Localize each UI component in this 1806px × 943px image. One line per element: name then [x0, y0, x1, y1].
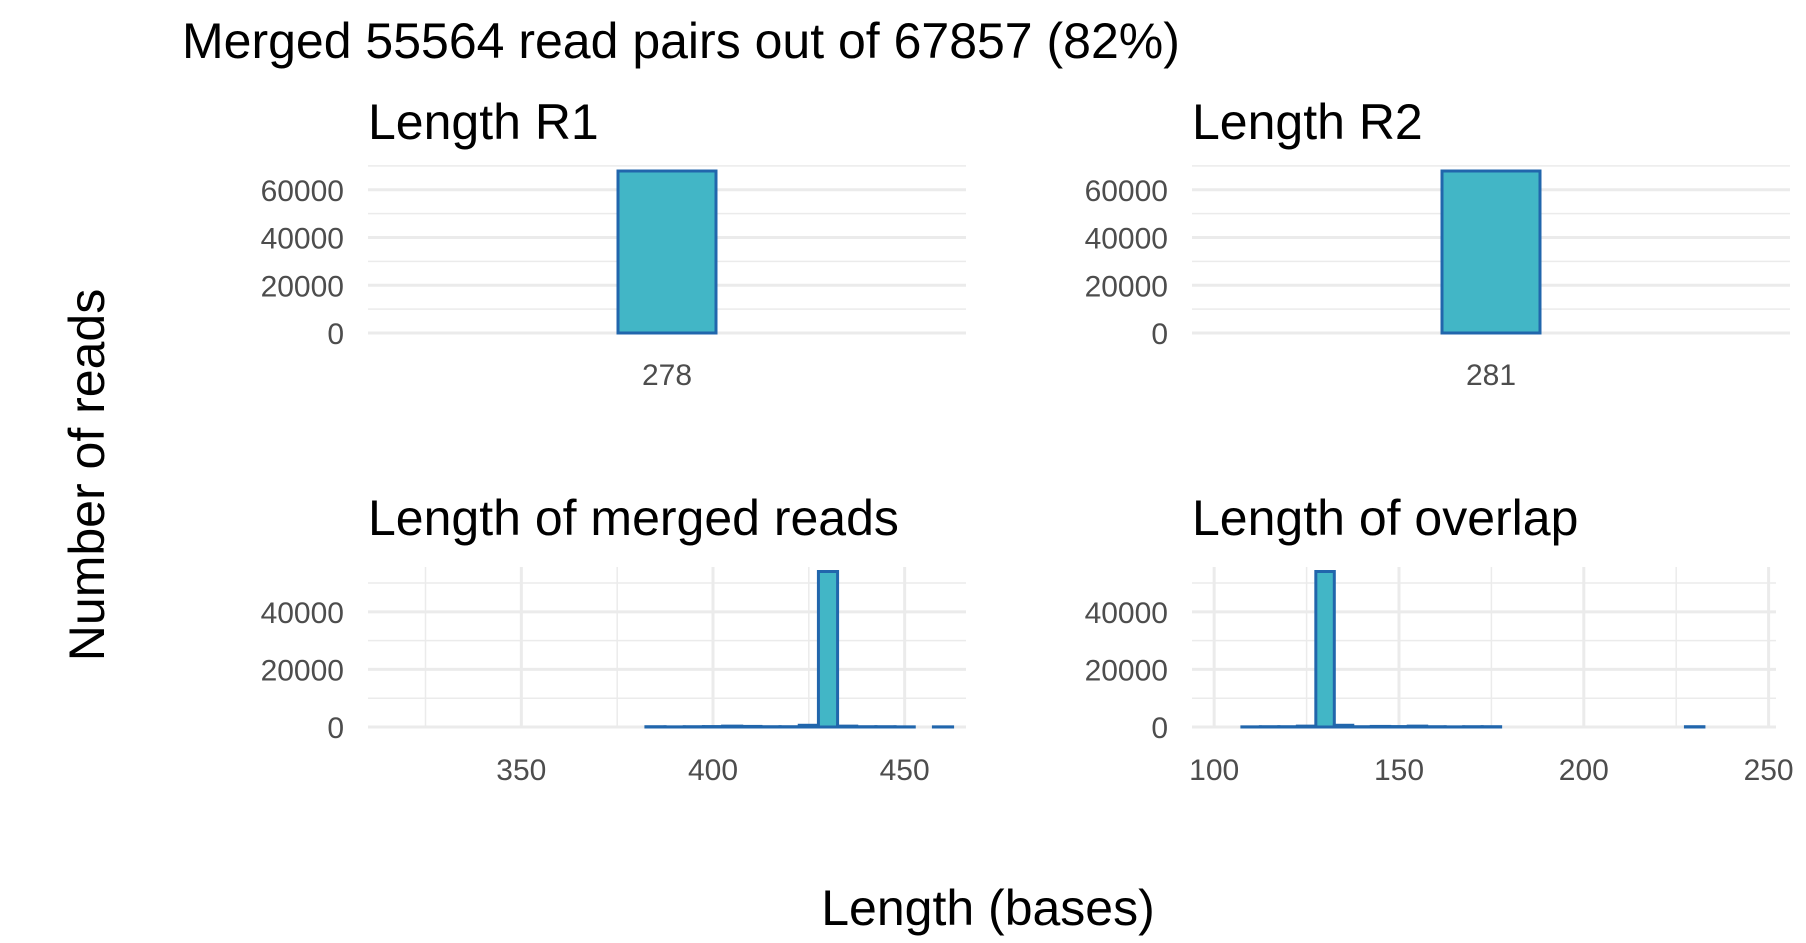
r1-bar-278: [616, 169, 718, 335]
overlap-x-tick-label: 150: [1374, 754, 1424, 787]
panel-merged-reads: Length of merged reads 0 20000 40000 350 400…: [261, 490, 966, 787]
panel-overlap-plot: 0 20000 40000 100 150 200 250: [1085, 567, 1794, 787]
overlap-y-tick-label: 40000: [1085, 597, 1168, 630]
r2-x-tick-label: 281: [1466, 359, 1516, 392]
panel-overlap: Length of overlap 0 20000 40000 100 150 200 25…: [1085, 490, 1794, 787]
overlap-x-tick-label: 250: [1744, 754, 1794, 787]
r1-y-tick-label: 20000: [261, 270, 344, 303]
r1-y-tick-label: 40000: [261, 223, 344, 256]
panel-merged-reads-plot: 0 20000 40000 350 400 450: [261, 567, 966, 787]
panel-length-r1: Length R1 0 20000 40000 60000 278: [261, 94, 966, 392]
overlap-histogram-bar: [1406, 724, 1429, 729]
overlap-y-tick-label: 0: [1151, 712, 1168, 745]
r2-y-tick-label: 20000: [1085, 270, 1168, 303]
merged-histogram-bar: [721, 724, 744, 729]
figure-title: Merged 55564 read pairs out of 67857 (82…: [182, 13, 1180, 69]
merged-histogram-bar: [816, 570, 840, 729]
overlap-histogram-bar: [1314, 570, 1336, 729]
merged-histogram-bar: [740, 724, 763, 729]
panel-length-r2-plot: 0 20000 40000 60000 281: [1085, 165, 1790, 392]
overlap-x-tick-label: 200: [1559, 754, 1609, 787]
overlap-histogram-bar: [1332, 723, 1355, 729]
overlap-histogram-bar: [1295, 724, 1318, 729]
merged-x-tick-label: 350: [496, 754, 546, 787]
panel-title-merged-reads: Length of merged reads: [368, 490, 899, 546]
y-axis-label: Number of reads: [59, 289, 115, 661]
r2-y-tick-label: 0: [1151, 318, 1168, 351]
merged-histogram-bar: [836, 724, 859, 729]
panel-title-length-r1: Length R1: [368, 94, 599, 150]
overlap-y-tick-label: 20000: [1085, 654, 1168, 687]
panel-title-length-r2: Length R2: [1192, 94, 1423, 150]
panel-title-overlap: Length of overlap: [1192, 490, 1578, 546]
x-axis-label: Length (bases): [821, 880, 1155, 936]
r2-y-tick-label: 40000: [1085, 223, 1168, 256]
merged-y-tick-label: 40000: [261, 597, 344, 630]
overlap-x-tick-label: 100: [1189, 754, 1239, 787]
merged-histogram-bar: [797, 723, 820, 729]
overlap-histogram-bar: [1369, 724, 1392, 729]
panel-length-r2: Length R2 0 20000 40000 60000 281: [1085, 94, 1790, 392]
merged-x-tick-label: 450: [880, 754, 930, 787]
merged-x-tick-label: 400: [688, 754, 738, 787]
panel-length-r1-plot: 0 20000 40000 60000 278: [261, 165, 966, 392]
r1-x-tick-label: 278: [642, 359, 692, 392]
r1-y-tick-label: 60000: [261, 175, 344, 208]
r2-y-tick-label: 60000: [1085, 175, 1168, 208]
merged-y-tick-label: 0: [327, 712, 344, 745]
merged-y-tick-label: 20000: [261, 654, 344, 687]
r1-y-tick-label: 0: [327, 318, 344, 351]
r2-bar-281: [1440, 169, 1542, 335]
